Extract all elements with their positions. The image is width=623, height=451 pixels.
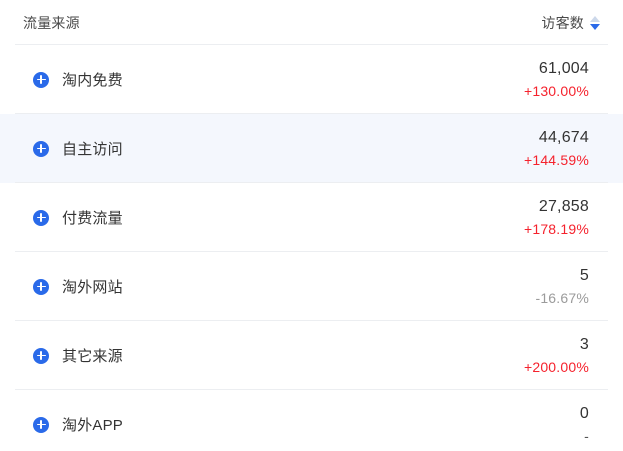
- row-visitor-count: 3: [579, 336, 589, 353]
- row-metric-cell: 3 +200.00%: [469, 335, 608, 376]
- row-change-percent: +130.00%: [523, 83, 589, 99]
- row-divider: [15, 389, 608, 390]
- row-divider: [15, 251, 608, 252]
- table-row[interactable]: 淘内免费 61,004 +130.00%: [0, 45, 623, 114]
- table-body: 淘内免费 61,004 +130.00% 自主访问 44,674 +144.59% 付费流量…: [0, 45, 623, 451]
- row-change-percent: -: [584, 428, 589, 444]
- column-header-traffic-source: 流量来源: [23, 14, 80, 31]
- row-change-percent: +200.00%: [523, 359, 589, 375]
- table-row[interactable]: 自主访问 44,674 +144.59%: [0, 114, 623, 183]
- caret-up-icon: [590, 15, 600, 22]
- plus-circle-icon[interactable]: [33, 71, 49, 88]
- table-header: 流量来源 访客数: [0, 0, 623, 45]
- row-source-cell: 淘外APP: [15, 414, 469, 435]
- table-row[interactable]: 淘外APP 0-: [0, 390, 623, 451]
- row-change-percent: -16.67%: [535, 290, 589, 306]
- plus-circle-icon[interactable]: [33, 278, 49, 295]
- row-visitor-count: 5: [579, 267, 589, 284]
- row-metric-cell: 61,004 +130.00%: [469, 59, 608, 100]
- caret-down-icon: [590, 23, 600, 30]
- row-change-percent: +178.19%: [523, 221, 589, 237]
- row-divider: [15, 113, 608, 114]
- row-source-label: 淘内免费: [62, 72, 123, 89]
- row-source-label: 付费流量: [62, 210, 123, 227]
- sort-descending-icon[interactable]: [590, 15, 600, 30]
- row-visitor-count: 61,004: [538, 60, 589, 77]
- row-metric-cell: 44,674 +144.59%: [469, 128, 608, 169]
- row-divider: [15, 320, 608, 321]
- table-row[interactable]: 淘外网站 5 -16.67%: [0, 252, 623, 321]
- row-divider: [15, 182, 608, 183]
- row-source-cell: 自主访问: [15, 138, 469, 159]
- plus-circle-icon[interactable]: [33, 416, 49, 433]
- row-visitor-count: 44,674: [538, 129, 589, 146]
- row-source-cell: 其它来源: [15, 345, 469, 366]
- row-visitor-count: 0: [579, 405, 589, 422]
- row-metric-cell: 5 -16.67%: [469, 266, 608, 307]
- row-metric-cell: 0-: [469, 404, 608, 445]
- table-row[interactable]: 付费流量 27,858 +178.19%: [0, 183, 623, 252]
- plus-circle-icon[interactable]: [33, 347, 49, 364]
- plus-circle-icon[interactable]: [33, 209, 49, 226]
- row-metric-cell: 27,858 +178.19%: [469, 197, 608, 238]
- row-change-percent: +144.59%: [523, 152, 589, 168]
- row-source-label: 自主访问: [62, 141, 123, 158]
- column-header-visitors[interactable]: 访客数: [541, 13, 608, 33]
- row-visitor-count: 27,858: [538, 198, 589, 215]
- row-source-label: 淘外APP: [62, 417, 124, 434]
- row-source-cell: 淘外网站: [15, 276, 469, 297]
- row-source-cell: 淘内免费: [15, 69, 469, 90]
- row-source-label: 淘外网站: [62, 279, 123, 296]
- row-source-cell: 付费流量: [15, 207, 469, 228]
- table-row[interactable]: 其它来源 3 +200.00%: [0, 321, 623, 390]
- row-source-label: 其它来源: [62, 348, 123, 365]
- column-header-visitors-label: 访客数: [541, 14, 584, 31]
- plus-circle-icon[interactable]: [33, 140, 49, 157]
